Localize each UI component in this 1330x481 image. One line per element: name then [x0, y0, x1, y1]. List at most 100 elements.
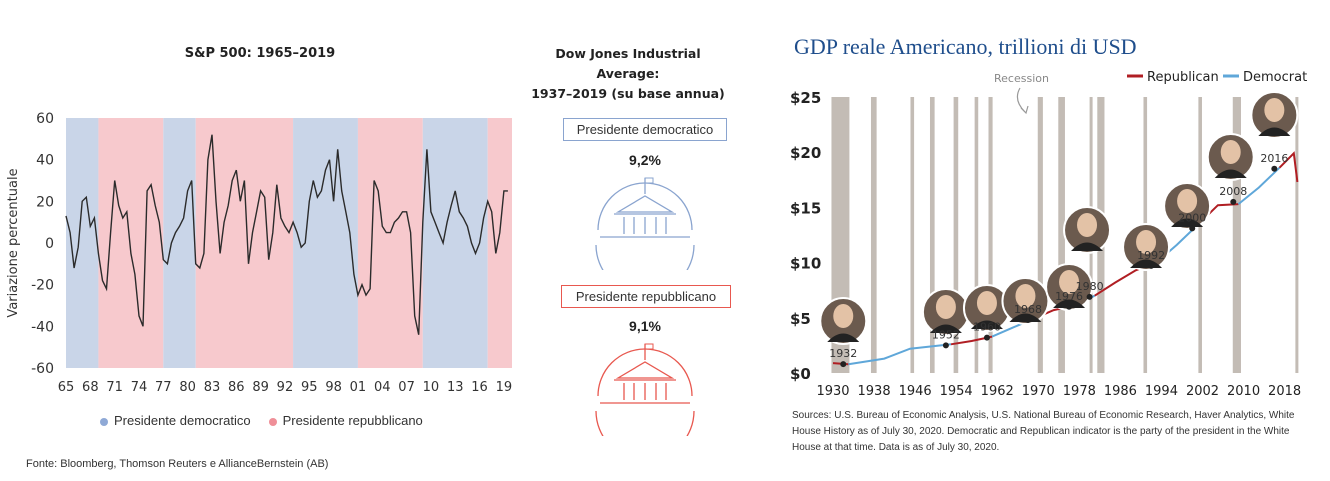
dj-title-line2: 1937–2019 (su base annua) — [531, 86, 725, 101]
year-marker-dot — [983, 334, 990, 341]
recession-label: Recession — [994, 72, 1049, 85]
gdp-x-tick: 1946 — [899, 384, 932, 399]
sp-x-tick: 01 — [350, 380, 367, 395]
legend-rep-dot — [268, 417, 277, 426]
president-portrait-suit — [1071, 242, 1104, 251]
sp-y-tick: -20 — [31, 278, 54, 294]
legend-rep-label: Presidente repubblicano — [282, 413, 423, 428]
legend-dem-label: Presidente democratico — [114, 413, 251, 428]
gdp-x-tick: 2002 — [1186, 384, 1219, 399]
sp500-series-line — [65, 134, 508, 335]
president-portrait-face — [1015, 284, 1036, 308]
sp-y-tick: 20 — [36, 194, 54, 210]
sp-y-axis-label: Variazione percentuale — [6, 168, 21, 317]
year-marker-dot — [1148, 262, 1155, 269]
gdp-y-tick: $25 — [790, 89, 821, 107]
sp-y-tick: 60 — [36, 111, 54, 127]
recession-band — [1037, 97, 1043, 373]
sp-y-tick: 40 — [36, 153, 54, 169]
president-portrait-suit — [827, 333, 860, 342]
sp-x-tick: 77 — [155, 380, 172, 395]
party-band-rep — [487, 118, 512, 368]
gdp-chart: $25 $20 $15 $10 $5 $0 1930 1938 1946 1954 1962 1970… — [790, 70, 1307, 399]
dj-title-line1: Dow Jones Industrial Average: — [555, 46, 701, 81]
year-marker-dot — [1230, 198, 1237, 205]
sp-x-tick: 16 — [471, 380, 488, 395]
president-portrait-face — [1077, 213, 1098, 237]
sp-y-tick: 0 — [45, 236, 54, 252]
dj-rep-box: Presidente repubblicano — [561, 285, 731, 308]
gdp-x-tick: 1986 — [1104, 384, 1137, 399]
capitol-icon-rep — [595, 343, 695, 436]
sp-x-tick: 65 — [58, 380, 75, 395]
party-band-rep — [357, 118, 423, 368]
sp-x-tick: 98 — [325, 380, 342, 395]
right-panel: GDP reale Americano, trillioni di USD $2… — [770, 0, 1330, 481]
year-marker-dot — [1189, 225, 1196, 232]
president-portrait-suit — [929, 324, 962, 333]
sp-x-tick: 07 — [398, 380, 415, 395]
year-marker-dot — [1025, 317, 1032, 324]
sp-x-tick: 71 — [106, 380, 123, 395]
president-portrait-suit — [970, 320, 1003, 329]
year-marker-label: 1968 — [1014, 303, 1042, 316]
gdp-source: Sources: U.S. Bureau of Economic Analysi… — [792, 410, 1295, 453]
recession-band — [988, 97, 993, 373]
sp-y-tick: -60 — [31, 361, 54, 377]
sp-x-tick: 04 — [374, 380, 391, 395]
legend-rep: Presidente repubblicano — [268, 413, 423, 428]
gdp-x-tick: 1954 — [940, 384, 973, 399]
recession-band — [974, 97, 979, 373]
gdp-x-tick: 1962 — [981, 384, 1014, 399]
recession-band — [929, 97, 935, 373]
president-portrait-face — [1220, 140, 1241, 164]
gdp-y-tick: $5 — [790, 310, 811, 328]
recession-band — [910, 97, 915, 373]
sp-x-tick: 10 — [423, 380, 440, 395]
year-marker-label: 1980 — [1076, 280, 1104, 293]
gdp-series-republican — [1278, 151, 1299, 183]
year-marker-label: 2016 — [1260, 152, 1288, 165]
legend-dem-dot — [100, 417, 108, 426]
sp-x-tick: 80 — [179, 380, 196, 395]
gdp-x-tick: 1994 — [1145, 384, 1178, 399]
left-panel: S&P 500: 1965–2019 60 40 20 0 -20 -40 -60 65 68 7… — [6, 44, 731, 470]
gdp-y-tick: $0 — [790, 365, 811, 383]
dj-dem-value: 9,2% — [629, 152, 661, 168]
sp500-legend: Presidente democratico Presidente repubb… — [100, 413, 423, 428]
sp500-title: S&P 500: 1965–2019 — [184, 46, 336, 61]
party-band-dem — [293, 118, 358, 368]
president-portrait-face — [1264, 98, 1285, 122]
year-marker-label: 1932 — [829, 347, 857, 360]
president-portrait-suit — [1258, 127, 1291, 136]
recession-arrow-head — [1020, 105, 1029, 115]
recession-band — [1232, 97, 1241, 373]
president-portrait-face — [1136, 230, 1157, 254]
recession-band — [870, 97, 877, 373]
party-band-rep — [195, 118, 294, 368]
year-marker-label: 1960 — [973, 321, 1001, 334]
sp-x-tick: 68 — [82, 380, 99, 395]
year-marker-label: 2008 — [1219, 185, 1247, 198]
sp-x-tick: 13 — [447, 380, 464, 395]
sp-y-tick: -40 — [31, 319, 54, 335]
sp-x-tick: 92 — [277, 380, 294, 395]
year-marker-label: 1992 — [1137, 249, 1165, 262]
sp-x-tick: 86 — [228, 380, 245, 395]
dj-rep-value: 9,1% — [629, 318, 661, 334]
sp-x-tick: 74 — [131, 380, 148, 395]
gdp-y-tick: $10 — [790, 255, 821, 273]
president-portrait-face — [833, 304, 854, 328]
year-marker-dot — [1066, 303, 1073, 310]
president-portrait-suit — [1171, 218, 1204, 227]
recession-band — [1295, 97, 1299, 373]
president-portrait-face — [1059, 270, 1080, 294]
gdp-x-tick: 2018 — [1268, 384, 1301, 399]
gdp-x-tick: 1970 — [1022, 384, 1055, 399]
sp-x-tick: 89 — [252, 380, 269, 395]
legend-dem-label: Democrat — [1243, 70, 1307, 85]
source-left: Fonte: Bloomberg, Thomson Reuters e Alli… — [26, 458, 329, 470]
dj-title: Dow Jones Industrial Average: 1937–2019 … — [528, 44, 728, 104]
president-portrait-face — [935, 295, 956, 319]
gdp-series-democrat — [1237, 166, 1281, 205]
